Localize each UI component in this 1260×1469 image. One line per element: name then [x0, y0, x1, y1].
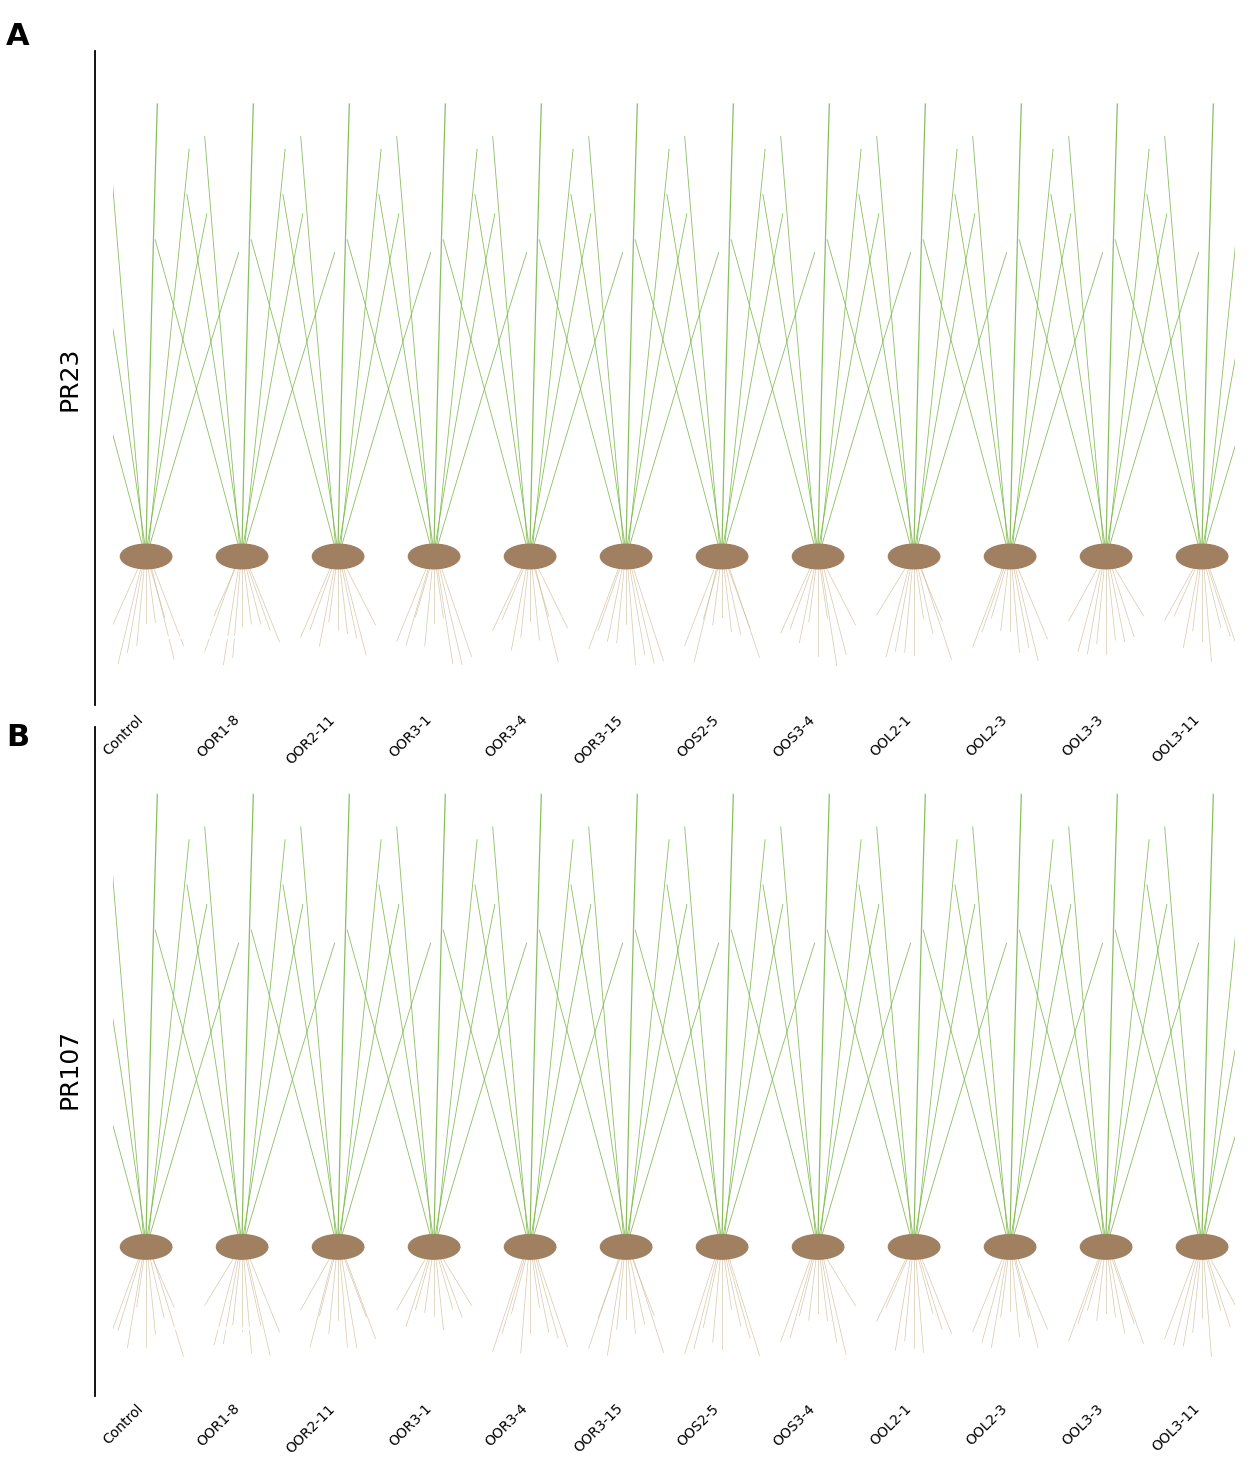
Text: OOL2-1: OOL2-1: [867, 712, 913, 759]
Text: OOS3-4: OOS3-4: [771, 712, 818, 759]
Text: OOR1-8: OOR1-8: [194, 712, 242, 761]
Ellipse shape: [121, 544, 171, 569]
Text: OOL2-3: OOL2-3: [964, 1401, 1011, 1448]
Ellipse shape: [888, 1234, 940, 1259]
Ellipse shape: [697, 1234, 747, 1259]
Text: OOS3-4: OOS3-4: [771, 1401, 818, 1448]
Text: PR23: PR23: [57, 347, 82, 411]
Text: 10 cm: 10 cm: [165, 657, 204, 670]
Text: OOL3-3: OOL3-3: [1060, 1401, 1106, 1448]
Text: OOR3-4: OOR3-4: [483, 1401, 530, 1450]
Ellipse shape: [121, 1234, 171, 1259]
Ellipse shape: [408, 1234, 460, 1259]
Text: OOS2-5: OOS2-5: [675, 712, 722, 759]
Text: OOL2-1: OOL2-1: [867, 1401, 913, 1448]
Text: OOR2-11: OOR2-11: [284, 712, 338, 767]
Text: OOR2-11: OOR2-11: [284, 1401, 338, 1456]
Ellipse shape: [312, 544, 364, 569]
Ellipse shape: [793, 544, 844, 569]
Ellipse shape: [1080, 1234, 1131, 1259]
Ellipse shape: [601, 544, 651, 569]
Text: OOR3-15: OOR3-15: [572, 1401, 626, 1456]
Text: OOL3-11: OOL3-11: [1149, 1401, 1202, 1454]
Ellipse shape: [888, 544, 940, 569]
Ellipse shape: [1177, 1234, 1227, 1259]
Ellipse shape: [504, 1234, 556, 1259]
Text: OOR3-1: OOR3-1: [386, 1401, 435, 1450]
Ellipse shape: [984, 1234, 1036, 1259]
Ellipse shape: [697, 544, 747, 569]
Text: A: A: [6, 22, 30, 51]
Text: Control: Control: [101, 712, 146, 758]
Ellipse shape: [217, 1234, 268, 1259]
Text: OOR1-8: OOR1-8: [194, 1401, 242, 1450]
Text: OOR3-1: OOR3-1: [386, 712, 435, 761]
Text: OOS2-5: OOS2-5: [675, 1401, 722, 1448]
Ellipse shape: [504, 544, 556, 569]
Text: 10 cm: 10 cm: [165, 1347, 204, 1360]
Ellipse shape: [601, 1234, 651, 1259]
Text: OOL2-3: OOL2-3: [964, 712, 1011, 759]
Text: OOL3-3: OOL3-3: [1060, 712, 1106, 759]
Text: PR107: PR107: [57, 1030, 82, 1109]
Ellipse shape: [217, 544, 268, 569]
Text: OOR3-4: OOR3-4: [483, 712, 530, 761]
Ellipse shape: [1177, 544, 1227, 569]
Ellipse shape: [1080, 544, 1131, 569]
Ellipse shape: [312, 1234, 364, 1259]
Text: Control: Control: [101, 1401, 146, 1447]
Ellipse shape: [984, 544, 1036, 569]
Text: B: B: [6, 723, 29, 752]
Text: OOR3-15: OOR3-15: [572, 712, 626, 767]
Ellipse shape: [408, 544, 460, 569]
Text: OOL3-11: OOL3-11: [1149, 712, 1202, 765]
Ellipse shape: [793, 1234, 844, 1259]
